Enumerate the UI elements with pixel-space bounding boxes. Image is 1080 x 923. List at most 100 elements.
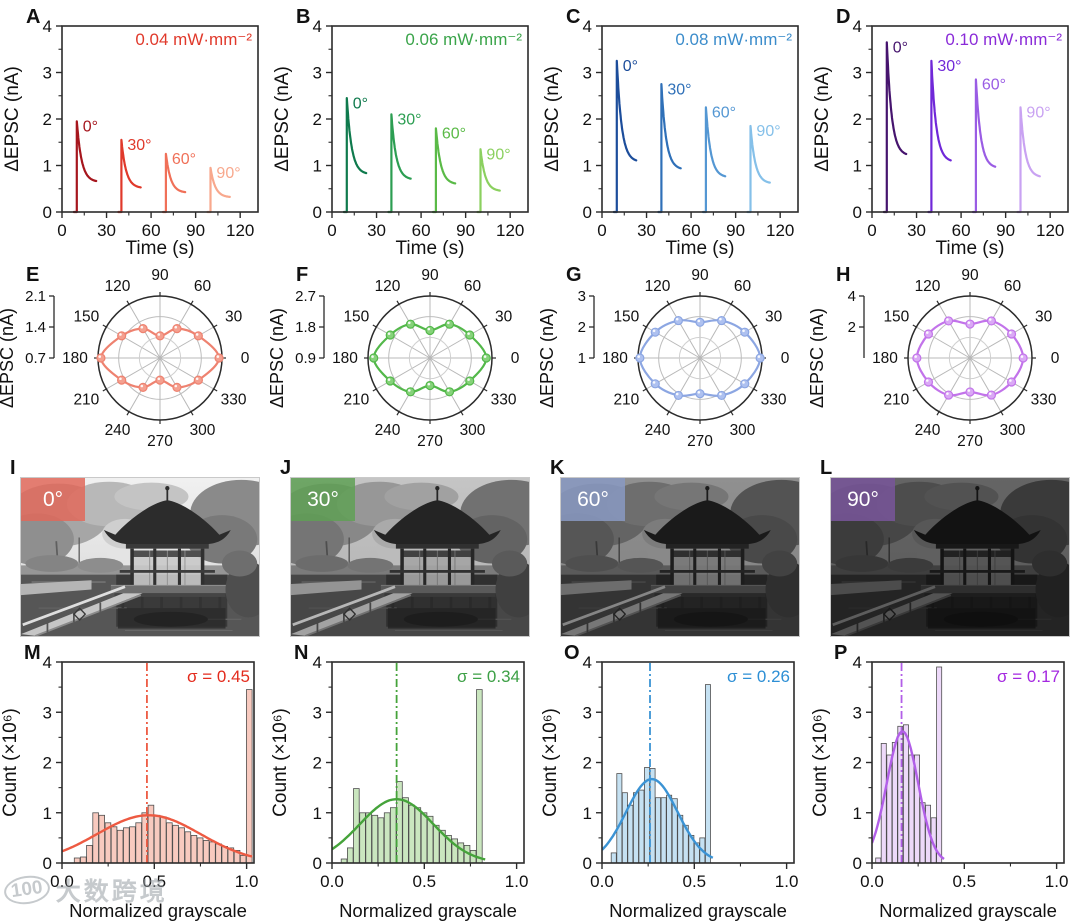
svg-text:0: 0 <box>313 203 322 222</box>
panel-J-letter: J <box>280 457 292 479</box>
svg-text:0: 0 <box>1051 350 1060 367</box>
svg-text:300: 300 <box>460 422 486 439</box>
svg-text:1: 1 <box>43 157 52 176</box>
svg-text:90°: 90° <box>1026 105 1050 122</box>
panel-E-polar-chart: 0 30 60 90 120 150 180 210 240 270 300 330 2.1 1.4 0.7… <box>0 267 250 450</box>
panel-L-letter: L <box>820 457 833 479</box>
panel-B-decay-chart: 0 30 60 90 120 0 1 2 3 4 Time (s) ΔEPSC (nA) 0.06 mW… <box>272 17 529 258</box>
svg-text:210: 210 <box>73 392 99 409</box>
svg-text:30°: 30° <box>667 81 691 98</box>
svg-text:90: 90 <box>691 267 709 284</box>
svg-text:1: 1 <box>583 157 592 176</box>
panel-O-letter: O <box>564 642 580 664</box>
svg-text:ΔEPSC (nA): ΔEPSC (nA) <box>810 308 827 408</box>
svg-text:60°: 60° <box>442 126 466 143</box>
svg-text:0°: 0° <box>83 119 98 136</box>
panel-G-polar-chart: 0 30 60 90 120 150 180 210 240 270 300 330 3 2 1 ΔEPSC … <box>540 267 790 450</box>
svg-text:30: 30 <box>907 221 926 240</box>
svg-text:180: 180 <box>872 350 898 367</box>
panel-F: F 0 30 60 90 120 150 180 210 240 270 300 330 2.7 1.8 0… <box>270 258 540 455</box>
svg-text:0: 0 <box>511 350 520 367</box>
svg-text:90: 90 <box>456 221 475 240</box>
svg-text:330: 330 <box>761 392 787 409</box>
svg-text:2: 2 <box>43 754 52 773</box>
pavilion-photo-90deg: 90° <box>830 477 1070 637</box>
svg-text:2.7: 2.7 <box>295 288 316 305</box>
svg-text:120: 120 <box>915 278 941 295</box>
svg-text:1.0: 1.0 <box>775 872 799 891</box>
svg-text:240: 240 <box>915 422 941 439</box>
panel-C-letter: C <box>566 6 581 28</box>
svg-text:240: 240 <box>375 422 401 439</box>
svg-text:0°: 0° <box>353 95 368 112</box>
panel-P-letter: P <box>834 642 848 664</box>
svg-text:2: 2 <box>853 110 862 129</box>
svg-text:90: 90 <box>726 221 745 240</box>
panel-D-letter: D <box>836 6 851 28</box>
panel-A-decay-chart: 0 30 60 90 120 0 1 2 3 4 Time (s) ΔEPSC (nA) 0.04 mW… <box>2 17 259 258</box>
polarization-angle-tag: 0° <box>21 478 85 521</box>
svg-text:90: 90 <box>186 221 205 240</box>
svg-text:90°: 90° <box>216 165 240 182</box>
panel-G-letter: G <box>566 264 582 286</box>
svg-text:2: 2 <box>43 110 52 129</box>
svg-text:0: 0 <box>853 203 862 222</box>
svg-text:0.0: 0.0 <box>860 872 884 891</box>
svg-text:60°: 60° <box>712 105 736 122</box>
svg-text:0.04 mW·mm⁻²: 0.04 mW·mm⁻² <box>135 30 252 49</box>
svg-text:120: 120 <box>1036 221 1064 240</box>
panel-N-histogram: 0.0 0.5 1.0 0 1 2 3 4 σ = 0.34 Normalized graysca… <box>270 653 529 921</box>
panel-K: K 60° <box>540 455 810 640</box>
svg-text:1: 1 <box>313 157 322 176</box>
svg-text:300: 300 <box>730 422 756 439</box>
svg-text:30°: 30° <box>937 58 961 75</box>
svg-text:30: 30 <box>97 221 116 240</box>
svg-text:3: 3 <box>43 703 52 722</box>
panel-O-histogram: 0.0 0.5 1.0 0 1 2 3 4 σ = 0.26 Normalized graysca… <box>540 653 799 921</box>
svg-text:150: 150 <box>343 309 369 326</box>
polarization-angle-tag: 60° <box>561 478 625 521</box>
svg-text:1.0: 1.0 <box>505 872 529 891</box>
svg-text:180: 180 <box>332 350 358 367</box>
svg-text:0: 0 <box>583 203 592 222</box>
svg-text:330: 330 <box>491 392 517 409</box>
svg-text:1.4: 1.4 <box>25 319 46 336</box>
svg-text:Count (×10⁶): Count (×10⁶) <box>270 708 291 817</box>
svg-text:4: 4 <box>313 653 322 672</box>
svg-text:Count (×10⁶): Count (×10⁶) <box>540 708 561 817</box>
svg-text:90: 90 <box>996 221 1015 240</box>
svg-text:3: 3 <box>853 703 862 722</box>
svg-text:2: 2 <box>853 754 862 773</box>
svg-text:1.0: 1.0 <box>235 872 259 891</box>
svg-text:0.08 mW·mm⁻²: 0.08 mW·mm⁻² <box>675 30 792 49</box>
svg-text:30: 30 <box>495 309 513 326</box>
svg-text:4: 4 <box>43 17 52 36</box>
panel-N: N 0.0 0.5 1.0 0 1 2 3 4 σ = 0.34 Normalized grays… <box>270 640 540 923</box>
svg-text:30: 30 <box>367 221 386 240</box>
svg-text:330: 330 <box>221 392 247 409</box>
svg-text:270: 270 <box>687 433 713 450</box>
svg-text:Time (s): Time (s) <box>126 238 195 258</box>
svg-text:0.0: 0.0 <box>50 872 74 891</box>
panel-M-histogram: 0.0 0.5 1.0 0 1 2 3 4 σ = 0.45 Normalized graysca… <box>0 653 259 921</box>
svg-text:210: 210 <box>883 392 909 409</box>
svg-text:0.7: 0.7 <box>25 350 46 367</box>
svg-text:Count (×10⁶): Count (×10⁶) <box>0 708 21 817</box>
svg-text:120: 120 <box>496 221 524 240</box>
svg-text:210: 210 <box>613 392 639 409</box>
svg-text:0°: 0° <box>623 58 638 75</box>
svg-text:3: 3 <box>578 288 586 305</box>
panel-A: A 0 30 60 90 120 0 1 2 3 4 Time (s) ΔEPSC (nA) 0.04 … <box>0 0 270 258</box>
svg-text:0: 0 <box>781 350 790 367</box>
svg-text:120: 120 <box>226 221 254 240</box>
panel-N-letter: N <box>294 642 309 664</box>
svg-text:0.9: 0.9 <box>295 350 316 367</box>
svg-text:0.5: 0.5 <box>682 872 706 891</box>
svg-text:Normalized grayscale: Normalized grayscale <box>609 900 787 921</box>
svg-text:120: 120 <box>645 278 671 295</box>
panel-H-letter: H <box>836 264 851 286</box>
svg-text:60: 60 <box>142 221 161 240</box>
svg-text:2: 2 <box>583 110 592 129</box>
svg-text:0: 0 <box>597 221 606 240</box>
svg-text:σ = 0.26: σ = 0.26 <box>727 667 790 686</box>
